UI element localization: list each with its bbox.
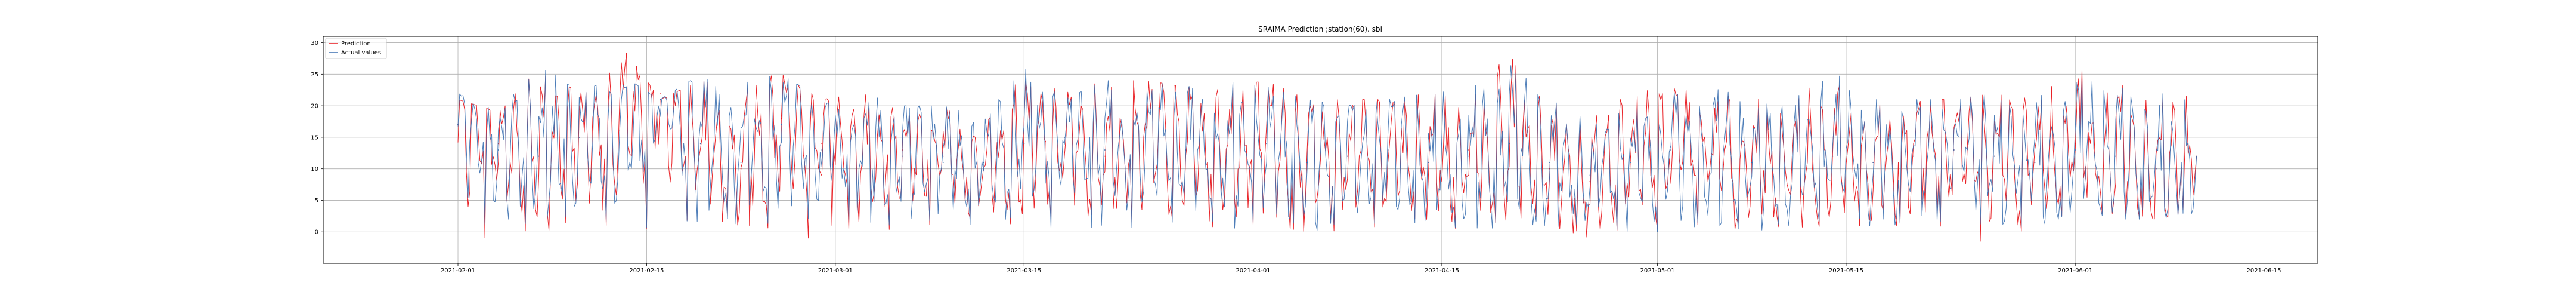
x-tick-label: 2021-06-01 (2058, 268, 2092, 274)
data-point (1993, 155, 1995, 157)
legend-label-prediction: Prediction (341, 41, 371, 47)
x-tick-label: 2021-05-15 (1829, 268, 1863, 274)
y-tick-label: 25 (311, 72, 318, 78)
data-point (1225, 155, 1227, 157)
data-point (902, 155, 903, 157)
data-point (1509, 143, 1510, 145)
data-point (1913, 155, 1914, 157)
y-tick-label: 0 (315, 229, 318, 236)
data-point (1468, 155, 1470, 157)
data-point (2115, 155, 2116, 157)
data-point (1104, 155, 1106, 157)
series-line-actual-values (457, 65, 2197, 232)
data-point (1791, 168, 1793, 170)
x-tick-label: 2021-03-01 (818, 268, 853, 274)
data-point (1185, 149, 1187, 150)
x-tick-label: 2021-06-15 (2247, 268, 2281, 274)
data-point (740, 162, 742, 163)
data-point (1630, 155, 1631, 157)
data-point (942, 162, 944, 163)
y-tick-label: 5 (315, 198, 318, 204)
legend-label-actual-values: Actual values (341, 50, 381, 56)
plot-frame (323, 36, 2318, 264)
data-point (2155, 168, 2157, 170)
data-point (983, 162, 984, 163)
data-point (781, 118, 782, 119)
data-point (699, 143, 701, 145)
y-tick-label: 20 (311, 103, 318, 110)
data-point (1064, 137, 1065, 138)
data-point (1346, 155, 1348, 157)
data-point (497, 149, 499, 150)
data-point (2075, 143, 2076, 145)
data-point (942, 155, 944, 157)
data-point (578, 137, 580, 138)
x-tick-label: 2021-05-01 (1640, 268, 1674, 274)
axes: 2021-02-01 2021-02-15 2021-03-01 2021-03-15… (311, 40, 2281, 274)
x-tick-label: 2021-03-15 (1007, 268, 1041, 274)
data-point (1144, 137, 1146, 138)
data-point (2034, 162, 2036, 163)
data-point (1104, 149, 1106, 150)
data-point (821, 149, 823, 150)
data-point (1711, 155, 1712, 157)
data-point (2075, 149, 2076, 150)
data-point (862, 155, 863, 157)
series-layer (457, 53, 2197, 242)
data-point (1670, 149, 1672, 150)
data-point (781, 124, 782, 125)
grid (323, 36, 2318, 263)
data-point (457, 124, 459, 125)
data-point (660, 93, 661, 94)
data-point (1630, 162, 1631, 163)
chart-title: SRAIMA Prediction ;station(60), sbi (1258, 25, 1382, 33)
data-point (619, 137, 621, 138)
legend: Prediction Actual values (325, 38, 387, 59)
legend-box (325, 38, 387, 59)
data-point (740, 168, 742, 170)
data-point (660, 99, 661, 100)
data-point (1589, 174, 1591, 176)
data-point (1144, 130, 1146, 132)
data-point (1387, 149, 1389, 150)
data-point (1266, 143, 1268, 145)
data-point (538, 155, 540, 157)
data-point (1306, 162, 1308, 163)
data-point (1428, 162, 1429, 163)
data-point (1832, 155, 1834, 157)
data-point (1751, 162, 1753, 163)
x-tick-label: 2021-04-15 (1425, 268, 1459, 274)
x-tick-label: 2021-02-15 (629, 268, 664, 274)
x-tick-label: 2021-02-01 (441, 268, 475, 274)
y-tick-label: 15 (311, 134, 318, 141)
data-point (2196, 155, 2197, 157)
y-tick-label: 30 (311, 40, 318, 47)
y-tick-label: 10 (311, 166, 318, 173)
x-tick-label: 2021-04-01 (1236, 268, 1270, 274)
data-point (1953, 149, 1955, 150)
data-point (821, 143, 823, 145)
data-point (1872, 162, 1874, 163)
data-point (1023, 143, 1025, 145)
data-point (1549, 162, 1550, 163)
data-point (1468, 149, 1470, 150)
